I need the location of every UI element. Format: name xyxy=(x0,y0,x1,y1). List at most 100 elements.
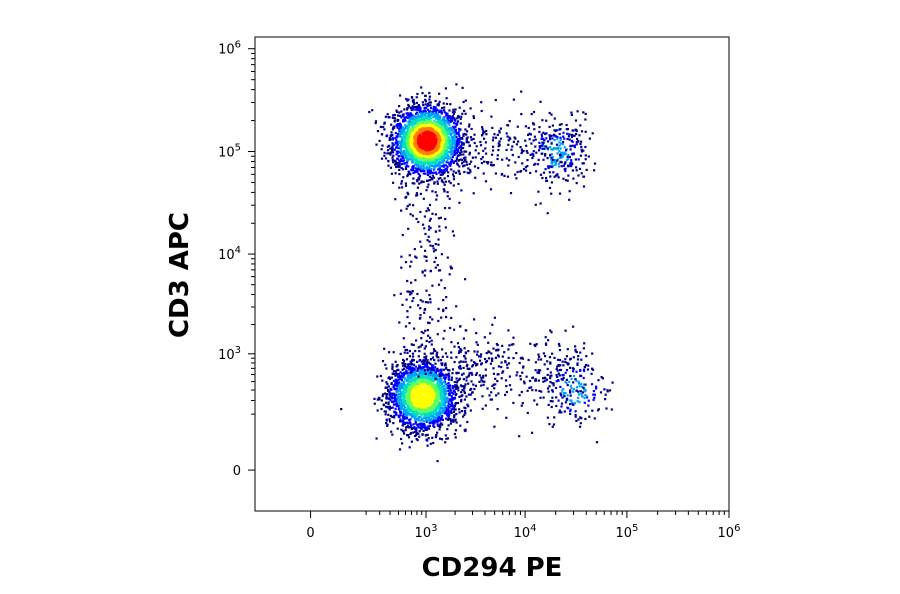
data-point xyxy=(440,418,443,421)
data-point xyxy=(426,154,429,157)
data-point xyxy=(410,156,413,159)
data-point xyxy=(574,410,577,413)
data-point xyxy=(432,145,435,148)
data-point xyxy=(469,107,472,110)
data-point xyxy=(462,165,465,168)
data-point xyxy=(443,135,446,138)
data-point xyxy=(577,396,580,399)
data-point xyxy=(447,171,450,174)
data-point xyxy=(376,409,379,412)
data-point xyxy=(582,383,585,386)
data-point xyxy=(400,383,404,386)
data-point xyxy=(442,116,445,119)
data-point xyxy=(439,124,443,127)
data-point xyxy=(579,416,582,419)
data-point xyxy=(432,404,435,407)
data-point xyxy=(448,145,451,148)
data-point xyxy=(393,126,396,129)
data-point xyxy=(380,407,383,411)
data-point xyxy=(408,131,411,134)
data-point xyxy=(571,402,574,405)
data-point xyxy=(458,165,461,168)
data-point xyxy=(401,442,404,445)
data-point xyxy=(395,109,398,112)
data-point xyxy=(555,380,558,383)
data-point xyxy=(402,410,406,413)
data-point xyxy=(421,369,424,372)
data-point xyxy=(400,411,403,414)
data-point xyxy=(449,422,452,425)
data-point xyxy=(437,401,440,405)
data-point xyxy=(435,151,438,154)
data-point xyxy=(583,366,586,369)
data-point xyxy=(418,176,421,179)
data-point xyxy=(419,116,422,119)
data-point xyxy=(446,137,449,140)
data-point xyxy=(448,391,451,394)
data-point xyxy=(408,446,411,449)
data-point xyxy=(425,364,429,367)
data-point xyxy=(422,165,425,168)
data-point xyxy=(447,386,450,389)
data-point xyxy=(453,360,456,364)
data-point xyxy=(445,129,449,132)
data-point xyxy=(405,387,408,390)
data-point xyxy=(584,410,587,413)
data-point xyxy=(408,117,411,120)
data-point xyxy=(428,387,431,390)
data-point xyxy=(447,139,450,142)
data-point xyxy=(416,113,419,116)
data-point xyxy=(445,102,449,105)
data-point xyxy=(396,143,399,146)
data-point xyxy=(406,175,409,178)
data-point xyxy=(413,378,416,382)
data-point xyxy=(424,98,427,101)
data-point xyxy=(539,202,542,205)
data-point xyxy=(418,435,421,438)
data-point xyxy=(381,395,384,398)
data-point xyxy=(465,133,468,136)
data-point xyxy=(396,132,399,136)
data-point xyxy=(416,418,419,421)
data-point xyxy=(436,397,439,400)
data-point xyxy=(424,100,427,103)
data-point xyxy=(463,398,466,401)
data-point xyxy=(421,169,424,172)
data-point xyxy=(445,161,448,164)
data-point xyxy=(584,417,587,421)
data-point xyxy=(450,351,453,354)
data-point xyxy=(396,157,399,161)
data-point xyxy=(566,394,569,397)
data-point xyxy=(380,399,383,402)
data-point xyxy=(435,147,438,150)
data-point xyxy=(378,398,381,401)
data-point xyxy=(444,180,448,183)
data-point xyxy=(455,151,458,154)
data-point xyxy=(397,408,400,411)
data-point xyxy=(406,148,409,151)
data-point xyxy=(468,144,471,147)
data-point xyxy=(424,116,428,119)
data-point xyxy=(405,395,408,398)
data-point xyxy=(404,397,407,400)
data-point xyxy=(591,132,594,135)
data-point xyxy=(402,176,405,179)
data-point xyxy=(454,159,457,163)
data-point xyxy=(393,392,396,396)
data-point xyxy=(418,161,422,165)
data-point xyxy=(398,146,401,150)
data-point xyxy=(418,174,422,177)
data-point xyxy=(427,426,430,429)
data-point xyxy=(472,383,475,386)
data-point xyxy=(450,136,453,139)
data-point xyxy=(411,427,414,430)
data-point xyxy=(444,362,447,365)
data-point xyxy=(426,359,429,362)
data-point xyxy=(394,172,397,175)
data-point xyxy=(557,379,560,382)
data-point xyxy=(400,405,404,408)
data-point xyxy=(428,167,431,170)
data-point xyxy=(396,387,399,390)
data-point xyxy=(383,347,386,350)
data-point xyxy=(392,114,395,117)
